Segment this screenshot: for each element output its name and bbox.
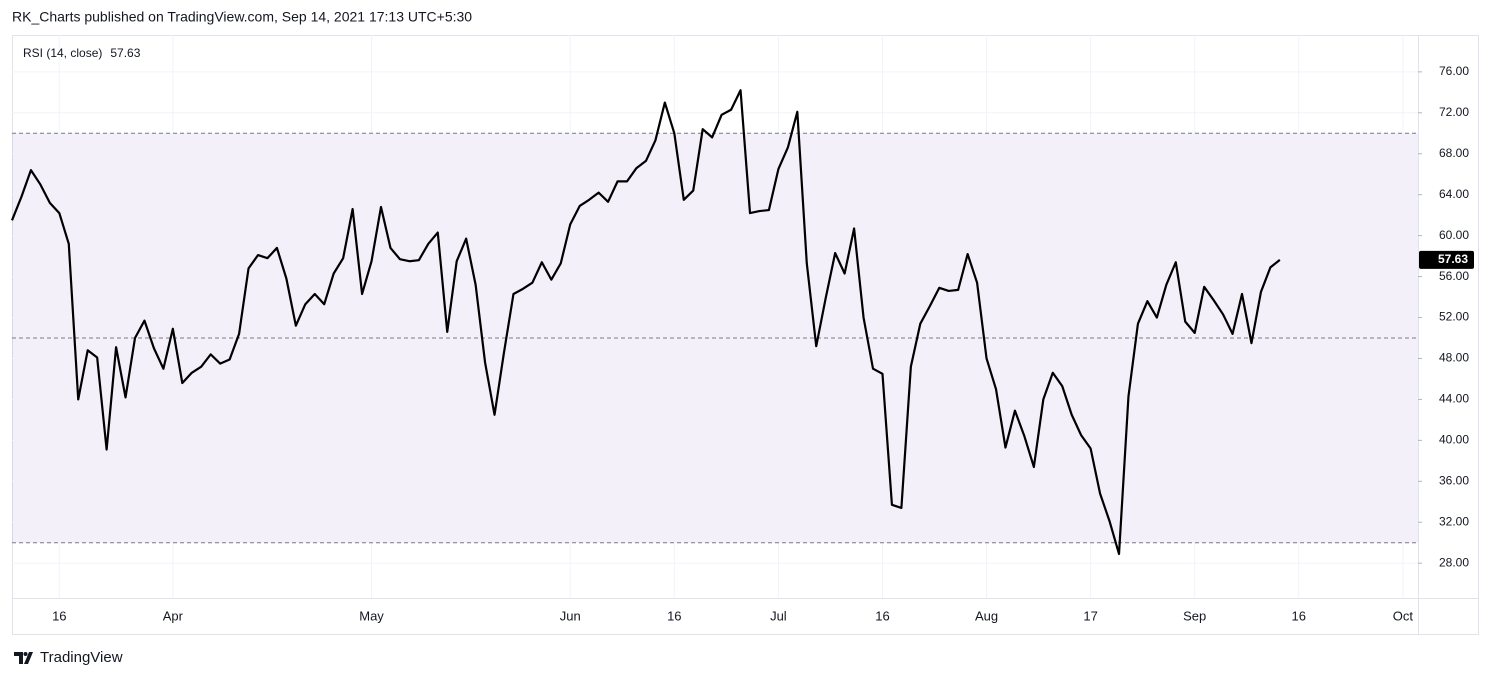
y-tick-label: 76.00 xyxy=(1439,64,1469,78)
rsi-line xyxy=(10,89,1281,556)
last-value-label: 57.63 xyxy=(1438,252,1468,266)
x-tick-label: 17 xyxy=(1083,608,1097,623)
y-tick-label: 56.00 xyxy=(1439,269,1469,283)
y-tick-label: 44.00 xyxy=(1439,392,1469,406)
header: RK_Charts published on TradingView.com, … xyxy=(12,9,472,25)
x-tick-label: May xyxy=(359,608,384,623)
y-tick-label: 32.00 xyxy=(1439,514,1469,528)
x-tick-label: Jun xyxy=(560,608,581,623)
x-tick-label: 16 xyxy=(667,608,681,623)
y-tick-label: 48.00 xyxy=(1439,351,1469,365)
legend-value: 57.63 xyxy=(110,46,140,60)
footer-brand: TradingView xyxy=(40,649,123,666)
x-tick-label: Apr xyxy=(163,608,184,623)
x-tick-label: Sep xyxy=(1183,608,1206,623)
y-tick-label: 68.00 xyxy=(1439,146,1469,160)
x-tick-label: 16 xyxy=(52,608,66,623)
logo xyxy=(14,652,33,664)
last-value-tag xyxy=(1419,250,1474,269)
y-tick-label: 36.00 xyxy=(1439,473,1469,487)
legend-label: RSI (14, close) xyxy=(23,46,102,60)
y-tick-label: 60.00 xyxy=(1439,228,1469,242)
x-tick-label: Aug xyxy=(975,608,998,623)
y-tick-label: 64.00 xyxy=(1439,187,1469,201)
y-tick-label: 28.00 xyxy=(1439,555,1469,569)
x-tick-label: 16 xyxy=(1292,608,1306,623)
x-tick-label: 16 xyxy=(875,608,889,623)
x-tick-label: Jul xyxy=(770,608,787,623)
y-tick-label: 52.00 xyxy=(1439,310,1469,324)
frame xyxy=(12,35,1479,635)
y-tick-label: 40.00 xyxy=(1439,433,1469,447)
x-tick-label: Oct xyxy=(1393,608,1414,623)
y-tick-label: 72.00 xyxy=(1439,105,1469,119)
